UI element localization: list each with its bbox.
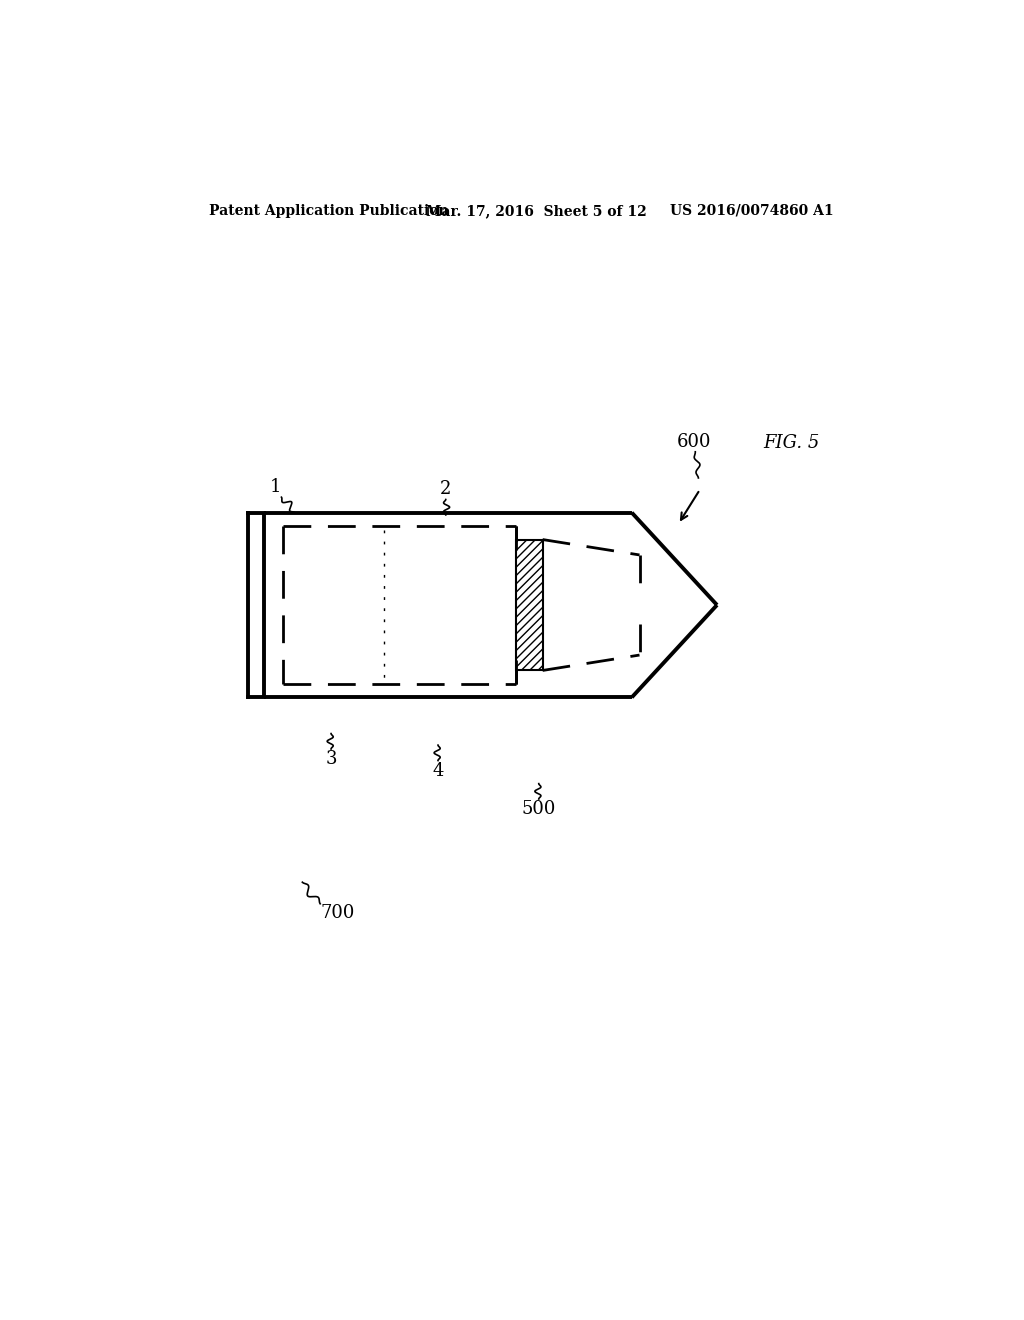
Text: 4: 4: [432, 762, 443, 780]
Text: 700: 700: [321, 904, 354, 921]
Bar: [515, 540, 543, 671]
Text: 1: 1: [269, 478, 281, 496]
Text: 3: 3: [326, 750, 337, 768]
Text: US 2016/0074860 A1: US 2016/0074860 A1: [671, 203, 835, 218]
Text: 500: 500: [521, 800, 556, 818]
Text: 2: 2: [440, 480, 452, 499]
Text: FIG. 5: FIG. 5: [764, 434, 820, 453]
Text: Patent Application Publication: Patent Application Publication: [209, 203, 449, 218]
Text: 600: 600: [677, 433, 711, 450]
Text: Mar. 17, 2016  Sheet 5 of 12: Mar. 17, 2016 Sheet 5 of 12: [426, 203, 647, 218]
